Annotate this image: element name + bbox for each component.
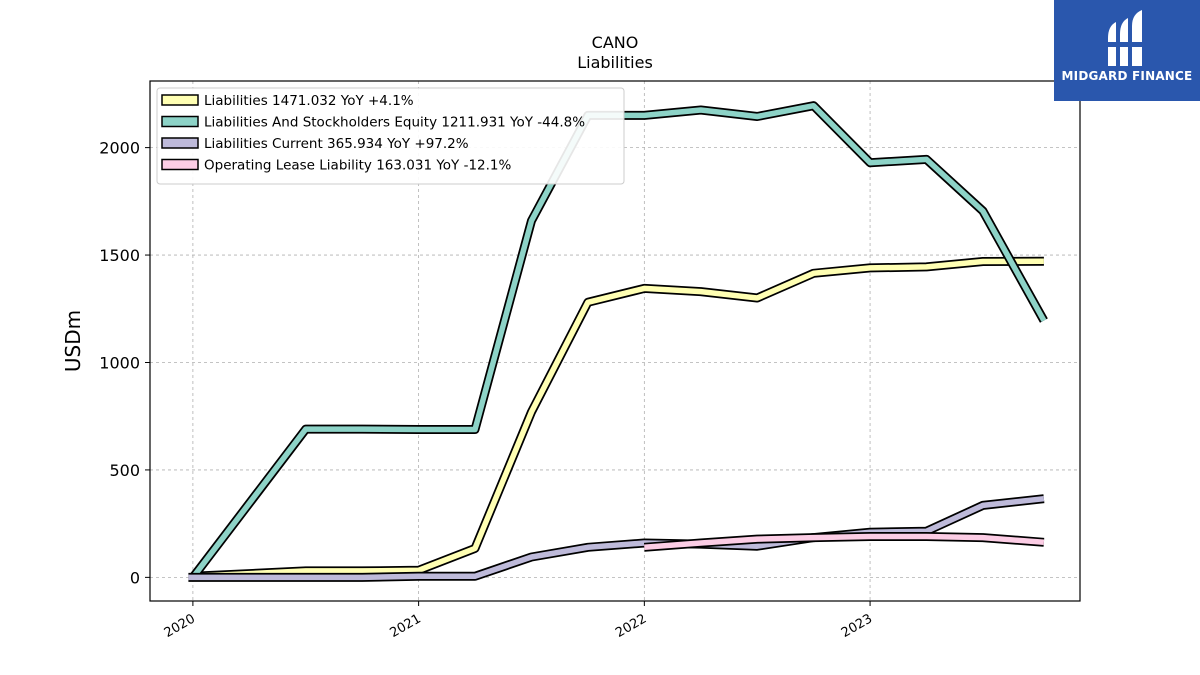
legend-swatch	[161, 158, 199, 171]
legend: Liabilities 1471.032 YoY +4.1% Liabilitie…	[156, 87, 625, 185]
brand-name: MIDGARD FINANCE	[1061, 69, 1193, 83]
plot-area-frame	[149, 80, 1081, 602]
x-axis-ticks: 2020 2021 2022 2023	[162, 601, 875, 641]
legend-entry: Operating Lease Liability 163.031 YoY -1…	[204, 158, 512, 174]
chart-title: CANO	[592, 33, 639, 52]
y-tick-label: 2000	[99, 139, 140, 158]
y-tick-label: 1500	[99, 246, 140, 265]
series-lines	[188, 101, 1048, 582]
chart-subtitle: Liabilities	[577, 53, 653, 72]
series-line-liabilities-and-stockholders-equity	[190, 102, 1047, 580]
legend-swatch	[161, 137, 199, 149]
legend-entry: Liabilities And Stockholders Equity 1211…	[204, 115, 585, 131]
legend-swatch	[161, 115, 199, 128]
midgard-logo-icon	[1106, 10, 1146, 66]
y-axis-label: USDm	[61, 310, 85, 372]
legend-swatch	[161, 94, 199, 106]
x-tick-label: 2022	[613, 611, 649, 641]
series-line-operating-lease-liability	[644, 533, 1045, 551]
x-tick-label: 2020	[162, 611, 198, 641]
x-tick-label: 2023	[839, 611, 875, 641]
legend-entry: Liabilities 1471.032 YoY +4.1%	[204, 93, 414, 109]
brand-logo: MIDGARD FINANCE	[1054, 0, 1200, 101]
y-tick-label: 500	[109, 461, 140, 480]
y-tick-label: 1000	[99, 353, 140, 372]
x-tick-label: 2021	[387, 611, 423, 641]
y-tick-label: 0	[130, 568, 140, 587]
series-line-liabilities	[192, 258, 1044, 580]
legend-entry: Liabilities Current 365.934 YoY +97.2%	[204, 136, 469, 152]
legend-box	[156, 87, 625, 185]
y-axis-ticks: 0 500 1000 1500 2000	[99, 139, 150, 587]
